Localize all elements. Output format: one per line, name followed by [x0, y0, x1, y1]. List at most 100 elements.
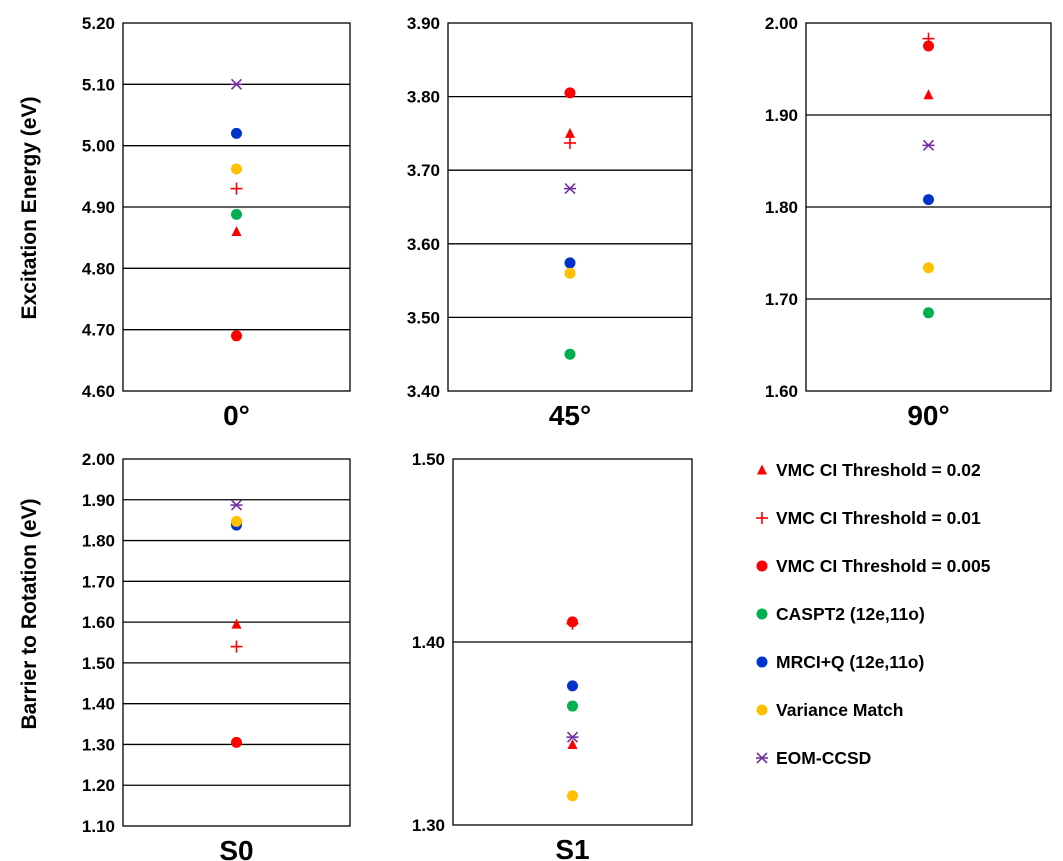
data-point-vmc0005	[567, 616, 578, 628]
data-point-mrci	[567, 680, 578, 692]
data-point-mrci	[564, 257, 576, 269]
y-axis-title-bottom: Barrier to Rotation (eV)	[18, 498, 41, 729]
y-tick-label: 3.60	[407, 235, 440, 254]
y-tick-label: 2.00	[82, 450, 115, 469]
y-tick-label: 1.80	[82, 532, 115, 551]
data-point-mrci	[923, 194, 934, 206]
y-tick-label: 3.50	[407, 308, 440, 327]
legend-marker-caspt2	[756, 608, 768, 620]
legend-label: EOM-CCSD	[776, 748, 871, 768]
legend-item-eom: EOM-CCSD	[756, 748, 871, 768]
data-point-vmc002	[567, 738, 578, 749]
y-tick-label: 1.70	[765, 290, 798, 309]
data-point-vmc0005	[231, 330, 242, 342]
y-tick-label: 1.60	[765, 382, 798, 401]
y-tick-label: 3.70	[407, 161, 440, 180]
chart-panel-3: 1.10 1.20 1.30 1.40 1.50 1.60 1.70 1.80 1.90 2.00…	[82, 450, 351, 861]
data-point-eom	[230, 78, 243, 90]
legend-marker-mrci	[756, 656, 768, 668]
data-point-eom	[230, 499, 243, 511]
legend-item-caspt2: CASPT2 (12e,11o)	[756, 604, 925, 624]
chart-panel-1: 3.40 3.50 3.60 3.70 3.80 3.90 45°	[407, 14, 693, 431]
y-tick-label: 5.10	[82, 75, 115, 94]
y-tick-label: 1.90	[765, 106, 798, 125]
charts: 4.604.704.804.905.005.105.200°3.403.503.…	[82, 14, 1052, 861]
plot-frame	[805, 22, 1052, 392]
y-tick-label: 3.90	[407, 14, 440, 33]
data-point-vmc002	[923, 89, 934, 100]
legend: VMC CI Threshold = 0.02 VMC CI Threshold …	[756, 460, 991, 768]
data-point-eom	[564, 183, 576, 195]
y-tick-label: 1.40	[82, 695, 115, 714]
data-point-vmc0005	[564, 87, 576, 99]
data-point-eom	[922, 139, 935, 151]
y-axis-title-top: Excitation Energy (eV)	[18, 97, 41, 320]
data-point-caspt2	[564, 348, 576, 360]
data-point-vmc002	[231, 226, 242, 237]
data-point-vmc001	[230, 182, 243, 195]
data-point-caspt2	[567, 700, 578, 712]
x-axis-label: 0°	[223, 400, 250, 431]
y-tick-label: 1.60	[82, 613, 115, 632]
x-axis-label: S0	[219, 835, 253, 861]
legend-marker-variance	[756, 704, 768, 716]
y-tick-label: 1.70	[82, 572, 115, 591]
y-tick-label: 1.50	[412, 450, 445, 469]
y-tick-label: 1.80	[765, 198, 798, 217]
legend-label: CASPT2 (12e,11o)	[776, 604, 925, 624]
data-point-variance	[564, 267, 576, 279]
data-point-vmc0005	[231, 736, 242, 748]
y-tick-label: 3.80	[407, 88, 440, 107]
legend-item-variance: Variance Match	[756, 700, 903, 720]
data-point-vmc0005	[923, 40, 934, 52]
y-tick-label: 3.40	[407, 382, 440, 401]
legend-item-vmc001: VMC CI Threshold = 0.01	[756, 508, 981, 528]
y-tick-label: 1.30	[82, 735, 115, 754]
plot-frame	[122, 22, 351, 392]
data-point-variance	[567, 790, 578, 802]
chart-panel-0: 4.60 4.70 4.80 4.90 5.00 5.10 5.20 0°	[82, 14, 351, 431]
x-axis-label: S1	[555, 834, 589, 861]
data-point-caspt2	[231, 208, 242, 220]
x-axis-label: 45°	[549, 400, 591, 431]
chart-panel-2: 1.60 1.70 1.80 1.90 2.00 90°	[765, 14, 1052, 431]
legend-marker-vmc0005	[756, 560, 768, 572]
legend-marker-eom	[756, 752, 768, 764]
legend-label: VMC CI Threshold = 0.005	[776, 556, 991, 576]
data-point-vmc001	[564, 136, 576, 149]
y-tick-label: 4.90	[82, 198, 115, 217]
data-point-variance	[231, 163, 242, 175]
y-tick-label: 1.20	[82, 776, 115, 795]
legend-label: Variance Match	[776, 700, 903, 720]
legend-label: VMC CI Threshold = 0.02	[776, 460, 981, 480]
y-tick-label: 4.70	[82, 321, 115, 340]
legend-item-vmc002: VMC CI Threshold = 0.02	[757, 460, 981, 480]
y-tick-label: 2.00	[765, 14, 798, 33]
y-tick-label: 5.00	[82, 137, 115, 156]
legend-item-vmc0005: VMC CI Threshold = 0.005	[756, 556, 991, 576]
y-tick-label: 1.50	[82, 654, 115, 673]
legend-label: MRCI+Q (12e,11o)	[776, 652, 924, 672]
data-point-variance	[231, 515, 242, 527]
data-point-vmc002	[231, 618, 242, 629]
y-tick-label: 4.80	[82, 259, 115, 278]
x-axis-label: 90°	[907, 400, 949, 431]
y-tick-label: 1.40	[412, 633, 445, 652]
legend-label: VMC CI Threshold = 0.01	[776, 508, 981, 528]
data-point-vmc002	[565, 127, 575, 138]
y-tick-label: 5.20	[82, 14, 115, 33]
legend-marker-vmc001	[756, 512, 768, 524]
legend-item-mrci: MRCI+Q (12e,11o)	[756, 652, 924, 672]
y-tick-label: 1.30	[412, 816, 445, 835]
data-point-eom	[566, 731, 579, 743]
plot-frame	[122, 458, 351, 827]
data-point-vmc001	[230, 640, 243, 653]
data-point-variance	[923, 262, 934, 274]
data-point-mrci	[231, 127, 242, 139]
plot-frame	[447, 22, 693, 392]
y-tick-label: 1.10	[82, 817, 115, 836]
legend-marker-vmc002	[757, 464, 767, 475]
chart-panel-4: 1.30 1.40 1.50 S1	[412, 450, 693, 861]
plot-frame	[452, 458, 693, 826]
